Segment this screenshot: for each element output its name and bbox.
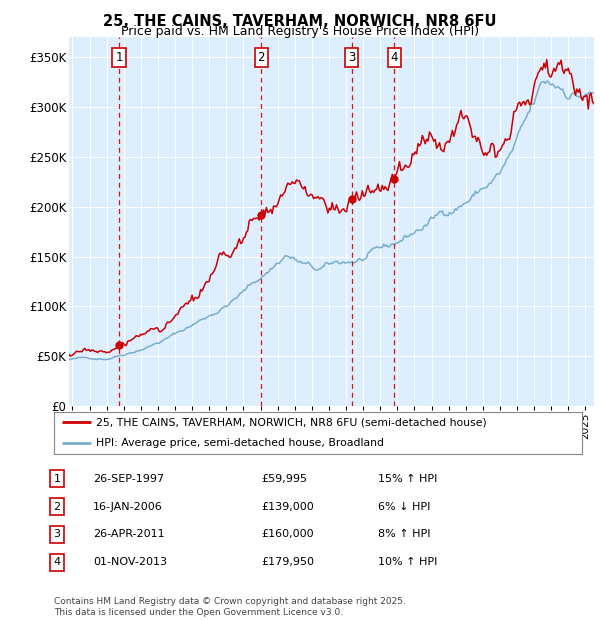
Text: 4: 4 [53, 557, 61, 567]
Text: 26-SEP-1997: 26-SEP-1997 [93, 474, 164, 484]
Text: 25, THE CAINS, TAVERHAM, NORWICH, NR8 6FU: 25, THE CAINS, TAVERHAM, NORWICH, NR8 6F… [103, 14, 497, 29]
Text: 6% ↓ HPI: 6% ↓ HPI [378, 502, 430, 512]
Text: £59,995: £59,995 [261, 474, 307, 484]
Text: 3: 3 [348, 51, 355, 64]
Text: 3: 3 [53, 529, 61, 539]
Text: 1: 1 [115, 51, 123, 64]
Text: 8% ↑ HPI: 8% ↑ HPI [378, 529, 431, 539]
Text: 26-APR-2011: 26-APR-2011 [93, 529, 164, 539]
Text: Price paid vs. HM Land Registry's House Price Index (HPI): Price paid vs. HM Land Registry's House … [121, 25, 479, 38]
Text: Contains HM Land Registry data © Crown copyright and database right 2025.
This d: Contains HM Land Registry data © Crown c… [54, 598, 406, 617]
Text: 25, THE CAINS, TAVERHAM, NORWICH, NR8 6FU (semi-detached house): 25, THE CAINS, TAVERHAM, NORWICH, NR8 6F… [96, 417, 487, 427]
Text: 4: 4 [391, 51, 398, 64]
Text: 15% ↑ HPI: 15% ↑ HPI [378, 474, 437, 484]
Text: 10% ↑ HPI: 10% ↑ HPI [378, 557, 437, 567]
Text: HPI: Average price, semi-detached house, Broadland: HPI: Average price, semi-detached house,… [96, 438, 384, 448]
Text: 2: 2 [53, 502, 61, 512]
Text: £139,000: £139,000 [261, 502, 314, 512]
Text: £160,000: £160,000 [261, 529, 314, 539]
Text: 2: 2 [257, 51, 265, 64]
Text: 1: 1 [53, 474, 61, 484]
Text: £179,950: £179,950 [261, 557, 314, 567]
Text: 16-JAN-2006: 16-JAN-2006 [93, 502, 163, 512]
Text: 01-NOV-2013: 01-NOV-2013 [93, 557, 167, 567]
